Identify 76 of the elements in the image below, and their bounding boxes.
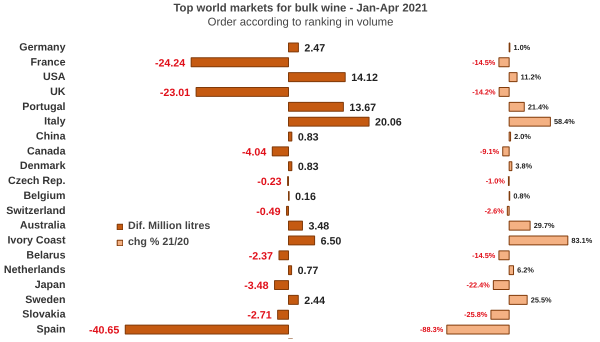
data-label: -2.71 xyxy=(247,310,272,322)
data-label: 6.50 xyxy=(320,235,342,248)
bar xyxy=(288,102,344,112)
bar xyxy=(490,310,510,320)
bar xyxy=(498,57,510,68)
y-tick-label: USA xyxy=(43,71,66,84)
bar xyxy=(288,116,370,127)
legend-label: chg % 21/20 xyxy=(128,236,190,248)
bar xyxy=(502,146,510,156)
y-tick-label: Netherlands xyxy=(4,264,66,276)
y-tick-label: France xyxy=(30,56,66,68)
legend-label: Dif. Million litres xyxy=(128,220,210,232)
bar xyxy=(288,42,299,52)
bar xyxy=(498,250,510,260)
bar xyxy=(196,87,289,97)
bar xyxy=(124,324,289,335)
data-label: 0.83 xyxy=(298,161,319,174)
data-label: -0.49 xyxy=(256,206,281,218)
bar xyxy=(508,72,518,82)
data-label: 14.12 xyxy=(351,72,378,84)
y-tick-label: Belarus xyxy=(26,249,66,262)
y-tick-label: Canada xyxy=(27,145,66,158)
y-tick-label: Germany xyxy=(19,41,66,54)
chart-title: Top world markets for bulk wine - Jan-Apr 2021 xyxy=(173,2,428,14)
data-label: -2.37 xyxy=(248,250,274,262)
y-tick-label: Spain xyxy=(36,324,66,336)
bar xyxy=(492,280,510,290)
data-label: 2.44 xyxy=(304,294,326,307)
data-label: -4.04 xyxy=(242,146,266,158)
y-tick-label: Denmark xyxy=(20,160,66,172)
y-tick-label: Portugal xyxy=(22,100,66,113)
y-tick-label: Belgium xyxy=(23,190,66,202)
bar xyxy=(508,236,568,246)
bar xyxy=(508,265,514,276)
bar xyxy=(277,310,289,320)
data-label: -24.24 xyxy=(154,57,186,70)
data-label: -23.01 xyxy=(160,86,190,99)
bar xyxy=(508,161,512,172)
y-tick-label: Japan xyxy=(34,279,66,292)
y-tick-label: UK xyxy=(50,86,66,98)
bar xyxy=(272,146,289,156)
bar xyxy=(508,294,528,305)
y-tick-label: Czech Rep. xyxy=(8,175,66,188)
bar xyxy=(288,72,346,82)
y-tick-label: Sweden xyxy=(25,294,66,306)
y-tick-label: Slovakia xyxy=(22,308,66,321)
bar xyxy=(508,220,531,231)
y-tick-label: Switzerland xyxy=(6,204,66,217)
data-label: 20.06 xyxy=(375,116,402,129)
chart-subtitle: Order according to ranking in volume xyxy=(208,16,394,28)
data-label: 0.16 xyxy=(295,190,316,203)
bar xyxy=(288,294,299,305)
y-tick-label: Ivory Coast xyxy=(7,234,66,246)
data-label: -3.48 xyxy=(244,280,269,292)
bar xyxy=(274,280,289,290)
data-label: 13.67 xyxy=(349,102,376,114)
y-tick-label: China xyxy=(36,130,66,143)
bar xyxy=(288,236,316,246)
y-tick-label: Italy xyxy=(44,116,66,128)
bar xyxy=(446,324,510,335)
bar xyxy=(508,116,551,127)
bar xyxy=(288,220,303,231)
data-label: -0.23 xyxy=(257,176,282,188)
data-label: 0.83 xyxy=(298,132,319,144)
bar xyxy=(288,132,292,142)
y-tick-label: Australia xyxy=(20,220,66,232)
bar xyxy=(508,102,525,112)
bar xyxy=(190,57,289,68)
data-label: 3.48 xyxy=(308,220,330,233)
bar xyxy=(498,87,510,97)
data-label: 2.47 xyxy=(304,42,326,54)
data-label: 0.77 xyxy=(298,265,318,278)
bar xyxy=(288,161,292,172)
bar xyxy=(278,250,289,260)
data-label: -40.65 xyxy=(89,324,120,337)
bar xyxy=(288,265,292,276)
